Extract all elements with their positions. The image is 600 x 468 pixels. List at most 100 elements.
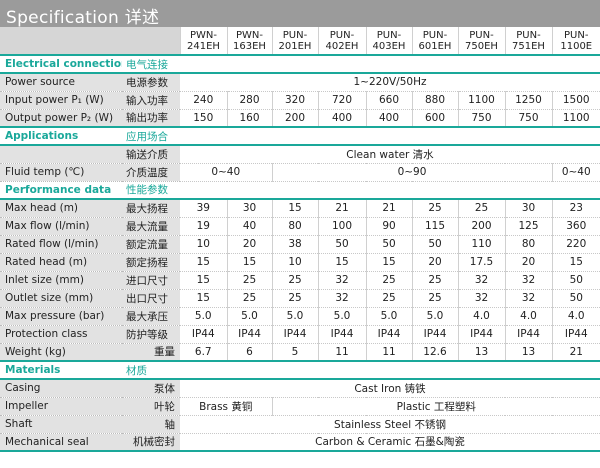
spec-label-en: Rated flow (l/min) — [0, 235, 122, 254]
spec-value: 12.6 — [411, 343, 458, 362]
spec-value: IP44 — [551, 325, 600, 344]
spec-value: Plastic 工程塑料 — [271, 397, 600, 416]
spec-label-cn: 电源参数 — [122, 73, 180, 92]
spec-value: 50 — [411, 235, 458, 254]
model-header-row: PWN- 241EH PWN- 163EH PUN- 201EH PUN- 402EH… — [0, 27, 600, 56]
spec-value: 39 — [180, 199, 227, 218]
spec-value: 21 — [365, 199, 412, 218]
spec-row: Casing 泵体 Cast Iron 铸铁 — [0, 379, 600, 398]
spec-value: 0~40 — [180, 163, 272, 182]
spec-value: 5.0 — [411, 307, 458, 326]
spec-value: IP44 — [411, 325, 458, 344]
spec-row: 输送介质 Clean water 清水 — [0, 145, 600, 164]
section-header: Applications 应用场合 — [0, 127, 600, 146]
spec-value: IP44 — [504, 325, 552, 344]
spec-value: 400 — [317, 109, 366, 128]
spec-value: 15 — [365, 253, 412, 272]
spec-value: 660 — [365, 91, 412, 110]
spec-value: 115 — [411, 217, 458, 236]
spec-value: 15 — [317, 253, 366, 272]
spec-label-en: Max head (m) — [0, 199, 122, 218]
section-header: Performance data 性能参数 — [0, 181, 600, 200]
spec-row: Impeller 叶轮 Brass 黄铜 Plastic 工程塑料 — [0, 397, 600, 416]
spec-label-cn: 叶轮 — [122, 397, 180, 416]
spec-value: IP44 — [226, 325, 272, 344]
spec-label-en: Impeller — [0, 397, 122, 416]
spec-value: 38 — [271, 235, 318, 254]
spec-value: 160 — [226, 109, 272, 128]
spec-value: 25 — [411, 289, 458, 308]
spec-value: 11 — [365, 343, 412, 362]
spec-value: 150 — [180, 109, 227, 128]
spec-value: 25 — [226, 289, 272, 308]
section-fill — [180, 361, 600, 380]
spec-value: 6.7 — [180, 343, 227, 362]
spec-value: 21 — [551, 343, 600, 362]
spec-value: 1250 — [504, 91, 552, 110]
spec-label-en: Max flow (l/min) — [0, 217, 122, 236]
model-header: PUN- 750EH — [457, 27, 505, 56]
spec-value: 750 — [457, 109, 505, 128]
spec-value: 30 — [504, 199, 552, 218]
section-fill — [180, 55, 600, 74]
spec-value: 1100 — [551, 109, 600, 128]
spec-value: 20 — [504, 253, 552, 272]
spec-label-en: Fluid temp (℃) — [0, 163, 122, 182]
spec-value: 20 — [226, 235, 272, 254]
spec-value: 19 — [180, 217, 227, 236]
spec-value: 25 — [411, 199, 458, 218]
spec-row: Max pressure (bar) 最大承压 5.0 5.0 5.0 5.0 5.0 5.0… — [0, 307, 600, 326]
spec-value: 32 — [457, 289, 505, 308]
model-header: PWN- 241EH — [179, 27, 227, 56]
spec-row: Weight (kg) 重量 6.7 6 5 11 11 12.6 13 13 21 — [0, 343, 600, 362]
model-header: PUN- 751EH — [504, 27, 552, 56]
section-title-cn: 性能参数 — [122, 181, 180, 200]
spec-label-en: Max pressure (bar) — [0, 307, 122, 326]
spec-value: 5.0 — [226, 307, 272, 326]
spec-value: 15 — [226, 253, 272, 272]
spec-value: 80 — [504, 235, 552, 254]
spec-row: Fluid temp (℃) 介质温度 0~40 0~90 0~40 — [0, 163, 600, 182]
spec-value: Carbon & Ceramic 石墨&陶瓷 — [180, 433, 600, 452]
page-title: Specification 详述 — [0, 0, 600, 28]
spec-value: 10 — [271, 253, 318, 272]
model-header: PUN- 201EH — [271, 27, 318, 56]
spec-label-cn: 防护等级 — [122, 325, 180, 344]
section-fill — [180, 181, 600, 200]
section-title-cn: 电气连接 — [122, 55, 180, 74]
spec-label-en: Protection class — [0, 325, 122, 344]
spec-label-en: Shaft — [0, 415, 122, 434]
spec-value: 50 — [551, 271, 600, 290]
spec-value: 15 — [180, 253, 227, 272]
spec-value: Brass 黄铜 — [180, 397, 272, 416]
specification-table: PWN- 241EH PWN- 163EH PUN- 201EH PUN- 402EH… — [0, 27, 600, 452]
spec-row: Rated head (m) 额定扬程 15 15 10 15 15 20 17.5 20 15 — [0, 253, 600, 272]
spec-label-cn: 进口尺寸 — [122, 271, 180, 290]
spec-value: IP44 — [271, 325, 318, 344]
spec-value: 220 — [551, 235, 600, 254]
spec-value: 25 — [271, 271, 318, 290]
spec-value: Stainless Steel 不锈钢 — [180, 415, 600, 434]
spec-value: IP44 — [457, 325, 505, 344]
spec-row: Outlet size (mm) 出口尺寸 15 25 25 32 25 25 32 32 50 — [0, 289, 600, 308]
spec-value: 125 — [504, 217, 552, 236]
spec-value: 0~40 — [551, 163, 600, 182]
spec-label-cn: 介质温度 — [122, 163, 180, 182]
spec-row: Rated flow (l/min) 额定流量 10 20 38 50 50 50 110 80 2… — [0, 235, 600, 254]
spec-value: 25 — [457, 199, 505, 218]
spec-label-en: Input power P₁ (W) — [0, 91, 122, 110]
spec-value: 15 — [271, 199, 318, 218]
spec-value: 600 — [411, 109, 458, 128]
spec-value: 4.0 — [457, 307, 505, 326]
model-header: PUN- 601EH — [411, 27, 458, 56]
spec-label-cn: 轴 — [122, 415, 180, 434]
spec-row: Mechanical seal 机械密封 Carbon & Ceramic 石墨&陶… — [0, 433, 600, 452]
spec-label-cn: 输入功率 — [122, 91, 180, 110]
spec-value: 25 — [271, 289, 318, 308]
spec-value: 6 — [226, 343, 272, 362]
spec-label-cn: 泵体 — [122, 379, 180, 398]
spec-label-cn: 机械密封 — [122, 433, 180, 452]
spec-value: 4.0 — [504, 307, 552, 326]
spec-label-cn: 输送介质 — [122, 145, 180, 164]
spec-label-en: Weight (kg) — [0, 343, 122, 362]
